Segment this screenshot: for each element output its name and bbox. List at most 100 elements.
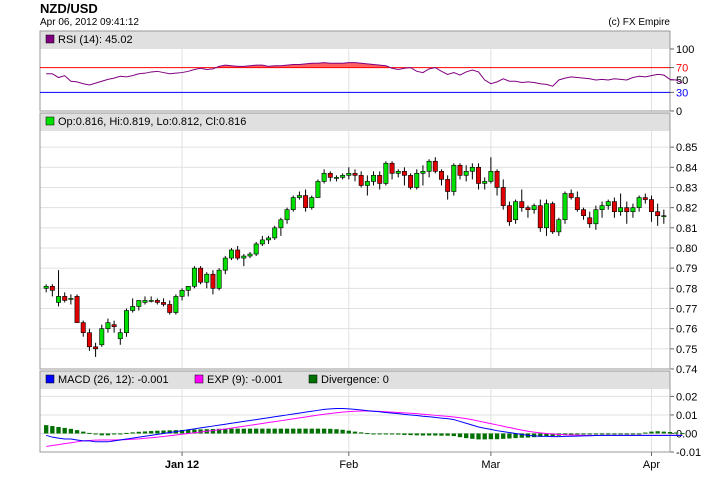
- divergence-bar: [130, 432, 135, 434]
- candle-body: [253, 243, 259, 255]
- x-tick-label: Apr: [643, 459, 660, 471]
- price-y-tick-label: 0.74: [676, 364, 697, 376]
- divergence-bar: [377, 433, 382, 435]
- divergence-bar: [501, 433, 506, 439]
- candle-body: [154, 300, 160, 303]
- macd-series-line: [46, 407, 683, 443]
- divergence-bar: [223, 428, 228, 434]
- divergence-bar: [278, 428, 284, 434]
- price-y-tick-label: 0.76: [676, 324, 697, 336]
- divergence-bar: [531, 433, 537, 438]
- candle-body: [191, 267, 197, 287]
- divergence-bar: [550, 433, 555, 437]
- divergence-bar: [167, 430, 172, 434]
- candle-body: [531, 205, 537, 210]
- candle-body: [611, 201, 617, 212]
- candle-body: [247, 253, 253, 257]
- candle-body: [204, 273, 210, 283]
- divergence-bar: [118, 433, 123, 435]
- divergence-bar: [260, 428, 265, 434]
- macd-y-tick-label: 0.02: [676, 391, 697, 403]
- divergence-bar: [606, 433, 611, 435]
- exp-legend-swatch: [194, 374, 204, 384]
- candle-body: [426, 160, 432, 172]
- divergence-bar: [149, 431, 154, 434]
- candle-body: [80, 322, 86, 333]
- candle-body: [259, 239, 265, 245]
- divergence-bar: [186, 429, 191, 434]
- candle-body: [142, 300, 148, 303]
- candle-body: [99, 328, 105, 346]
- candle-body: [296, 195, 302, 198]
- divergence-bar: [569, 433, 574, 435]
- rsi-overbought-fill: [216, 62, 391, 68]
- divergence-bar: [661, 431, 666, 434]
- divergence-bar: [538, 433, 543, 437]
- candle-body: [179, 290, 185, 297]
- candle-body: [290, 197, 296, 210]
- candle-body: [198, 267, 204, 283]
- divergence-bar: [272, 428, 277, 434]
- divergence-bar: [649, 431, 654, 434]
- divergence-bar: [618, 433, 623, 435]
- divergence-bar: [105, 433, 111, 436]
- divergence-bar: [155, 430, 160, 434]
- chart-timestamp: Apr 06, 2012 09:41:12: [40, 17, 139, 28]
- candle-body: [235, 249, 241, 259]
- candle-body: [167, 304, 173, 313]
- price-y-tick-label: 0.80: [676, 243, 697, 255]
- x-tick-label: Mar: [481, 459, 500, 471]
- rsi-y-tick-label: 100: [676, 44, 694, 56]
- candle-body: [587, 217, 593, 225]
- candle-body: [315, 181, 321, 198]
- candle-body: [364, 181, 370, 186]
- divergence-bar: [593, 433, 599, 435]
- macd-legend-swatch: [45, 374, 55, 384]
- divergence-bar: [346, 430, 351, 434]
- rsi-y-tick-label: 50: [676, 75, 688, 87]
- candle-body: [581, 209, 586, 217]
- candle-body: [352, 173, 358, 176]
- candle-body: [284, 209, 290, 221]
- divergence-bar: [179, 429, 185, 434]
- candle-body: [506, 205, 512, 223]
- macd-y-tick-label: 0.01: [676, 410, 697, 422]
- candle-body: [321, 173, 327, 182]
- candle-body: [371, 175, 376, 182]
- divergence-bar: [303, 428, 308, 434]
- divergence-bar: [494, 433, 500, 440]
- divergence-bar: [235, 428, 240, 434]
- divergence-bar: [371, 433, 376, 435]
- candle-body: [482, 181, 488, 184]
- price-y-tick-label: 0.85: [676, 142, 697, 154]
- divergence-bar: [87, 432, 92, 434]
- candle-body: [630, 207, 636, 212]
- candle-body: [488, 171, 494, 182]
- divergence-bar: [50, 426, 55, 434]
- candle-body: [568, 193, 574, 198]
- divergence-bar: [62, 427, 67, 434]
- candle-body: [556, 219, 562, 233]
- divergence-bar: [136, 431, 141, 434]
- divergence-bar: [74, 430, 80, 434]
- candle-body: [599, 205, 605, 210]
- divergence-bar: [414, 433, 419, 436]
- candle-body: [513, 201, 519, 221]
- macd-y-tick-label: -0.01: [676, 447, 701, 459]
- candle-body: [618, 207, 624, 212]
- rsi-frame: [39, 30, 671, 112]
- candle-body: [241, 255, 247, 259]
- candle-body: [117, 332, 123, 340]
- rsi-series-line: [46, 62, 683, 87]
- divergence-bar: [470, 433, 475, 439]
- divergence-bar: [439, 433, 444, 436]
- candle-body: [130, 306, 136, 311]
- candle-body: [519, 201, 525, 208]
- price-y-tick-label: 0.77: [676, 303, 697, 315]
- candle-body: [74, 296, 80, 323]
- divergence-bar: [457, 433, 463, 438]
- divergence-bar: [315, 428, 321, 434]
- candle-body: [303, 195, 309, 208]
- divergence-bar: [198, 429, 203, 434]
- candle-body: [537, 205, 543, 229]
